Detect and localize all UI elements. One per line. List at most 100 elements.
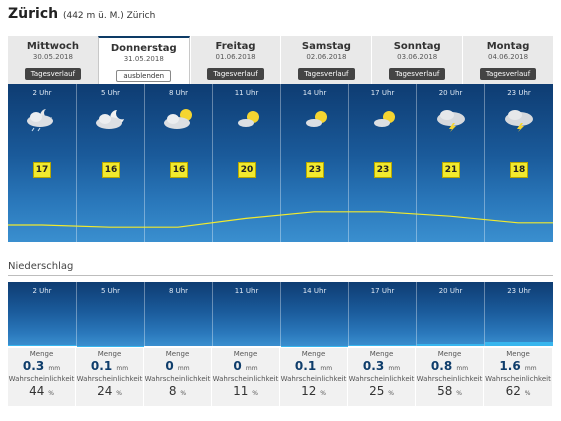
probability-unit: %: [180, 390, 187, 397]
night-cloud-rain-icon: [27, 109, 53, 132]
probability-number: 25: [369, 384, 385, 398]
tab-day-date: 04.06.2018: [488, 53, 529, 61]
hour-label: 14 Uhr: [302, 287, 327, 295]
probability-unit: %: [388, 390, 394, 397]
hour-column: 5 Uhr 16: [76, 84, 144, 242]
tab-montag[interactable]: Montag 04.06.2018 Tagesverlauf: [462, 36, 553, 84]
probability-unit: %: [252, 390, 258, 397]
tab-day-name: Mittwoch: [26, 41, 79, 52]
amount-label: Menge: [506, 350, 530, 358]
sun-cloud-icon: [164, 109, 192, 129]
amount-unit: mm: [456, 365, 469, 372]
probability-value: 11 %: [212, 384, 279, 398]
amount-label: Menge: [369, 350, 394, 358]
temperature-badge: 16: [102, 162, 120, 178]
hour-label: 14 Uhr: [302, 89, 327, 97]
hour-label: 2 Uhr: [32, 89, 52, 97]
tab-sonntag[interactable]: Sonntag 03.06.2018 Tagesverlauf: [371, 36, 463, 84]
probability-number: 8: [168, 384, 177, 398]
precip-bar: [417, 343, 484, 346]
hour-column: 14 Uhr 23: [280, 84, 348, 242]
probability-label: Wahrscheinlichkeit: [485, 375, 551, 383]
tab-day-date: 03.06.2018: [397, 53, 438, 61]
thunderstorm-icon: [505, 110, 533, 132]
hour-label: 23 Uhr: [507, 89, 531, 97]
amount-label: Menge: [97, 350, 122, 358]
temperature-badge: 21: [442, 162, 460, 178]
tagesverlauf-button[interactable]: Tagesverlauf: [479, 68, 537, 80]
tab-donnerstag[interactable]: Donnerstag 31.05.2018 ausblenden: [97, 36, 190, 84]
amount-number: 1.6: [499, 359, 521, 373]
tab-day-name: Montag: [486, 41, 530, 52]
probability-value: 8 %: [144, 384, 211, 398]
temperature-badge: 23: [306, 162, 324, 178]
amount-value: 0.3 mm: [8, 359, 75, 373]
hour-label: 2 Uhr: [32, 287, 52, 295]
tagesverlauf-button[interactable]: Tagesverlauf: [207, 68, 264, 80]
amount-unit: mm: [245, 365, 258, 372]
precip-bar: [485, 341, 553, 346]
amount-number: 0.8: [430, 359, 453, 373]
probability-value: 62 %: [484, 384, 552, 398]
precip-stat-cell: Menge 0.3 mm Wahrscheinlichkeit 44 %: [8, 348, 75, 406]
sun-small-cloud-icon: [238, 111, 259, 127]
tab-mittwoch[interactable]: Mittwoch 30.05.2018 Tagesverlauf: [8, 36, 98, 84]
tab-day-name: Donnerstag: [110, 43, 177, 54]
sun-small-cloud-icon: [306, 111, 327, 127]
amount-unit: mm: [177, 365, 190, 372]
probability-label: Wahrscheinlichkeit: [8, 375, 75, 383]
tab-day-date: 31.05.2018: [123, 55, 164, 63]
probability-label: Wahrscheinlichkeit: [76, 375, 143, 383]
tagesverlauf-button[interactable]: Tagesverlauf: [298, 68, 355, 80]
hour-label: 11 Uhr: [234, 89, 259, 97]
precip-stat-cell: Menge 0.3 mm Wahrscheinlichkeit 25 %: [348, 348, 415, 406]
precip-column: 20 Uhr: [416, 282, 484, 346]
probability-number: 62: [505, 384, 521, 398]
tab-day-date: 02.06.2018: [306, 53, 347, 61]
probability-value: 24 %: [76, 384, 143, 398]
probability-value: 58 %: [416, 384, 483, 398]
probability-label: Wahrscheinlichkeit: [280, 375, 347, 383]
amount-label: Menge: [165, 350, 190, 358]
precip-column: 2 Uhr: [8, 282, 76, 346]
probability-unit: %: [48, 390, 54, 397]
amount-unit: mm: [320, 365, 333, 372]
tab-day-date: 30.05.2018: [32, 53, 73, 61]
precip-stat-cell: Menge 0.8 mm Wahrscheinlichkeit 58 %: [416, 348, 483, 406]
tagesverlauf-button[interactable]: Tagesverlauf: [24, 68, 82, 80]
tab-freitag[interactable]: Freitag 01.06.2018 Tagesverlauf: [189, 36, 281, 84]
precip-stat-cell: Menge 0.1 mm Wahrscheinlichkeit 24 %: [76, 348, 143, 406]
temperature-badge: 17: [33, 162, 51, 178]
amount-unit: mm: [48, 365, 61, 372]
hour-column: 23 Uhr 18: [484, 84, 553, 242]
tab-day-date: 01.06.2018: [215, 53, 256, 61]
tab-day-name: Freitag: [215, 41, 256, 52]
page-title: Zürich (442 m ü. M.) Zürich: [8, 6, 155, 22]
probability-label: Wahrscheinlichkeit: [416, 375, 483, 383]
precip-column: 14 Uhr: [280, 282, 348, 346]
precipitation-panel: 2 Uhr 5 Uhr 8 Uhr 11 Uhr 14 Uhr 17 Uhr 20 Uhr 2…: [8, 282, 553, 346]
hour-label: 5 Uhr: [100, 287, 121, 295]
hour-column: 11 Uhr 20: [212, 84, 280, 242]
probability-label: Wahrscheinlichkeit: [348, 375, 415, 383]
precip-stat-cell: Menge 0.1 mm Wahrscheinlichkeit 12 %: [280, 348, 347, 406]
probability-value: 25 %: [348, 384, 415, 398]
tab-day-name: Sonntag: [393, 41, 441, 52]
hour-label: 20 Uhr: [438, 287, 463, 295]
hour-column: 8 Uhr 16: [144, 84, 212, 242]
ausblenden-button[interactable]: ausblenden: [116, 70, 172, 82]
divider: [8, 275, 553, 276]
hour-label: 8 Uhr: [168, 89, 189, 97]
amount-value: 0 mm: [212, 359, 279, 373]
tagesverlauf-button[interactable]: Tagesverlauf: [389, 68, 446, 80]
day-tabs: Mittwoch 30.05.2018 Tagesverlauf Donners…: [8, 36, 553, 84]
probability-number: 12: [301, 384, 317, 398]
precip-column: 5 Uhr: [76, 282, 144, 346]
tab-samstag[interactable]: Samstag 02.06.2018 Tagesverlauf: [280, 36, 372, 84]
probability-unit: %: [116, 390, 122, 397]
amount-number: 0.3: [362, 359, 385, 373]
probability-value: 44 %: [8, 384, 75, 398]
precip-column: 17 Uhr: [348, 282, 416, 346]
hour-label: 5 Uhr: [100, 89, 121, 97]
hour-label: 17 Uhr: [370, 89, 395, 97]
